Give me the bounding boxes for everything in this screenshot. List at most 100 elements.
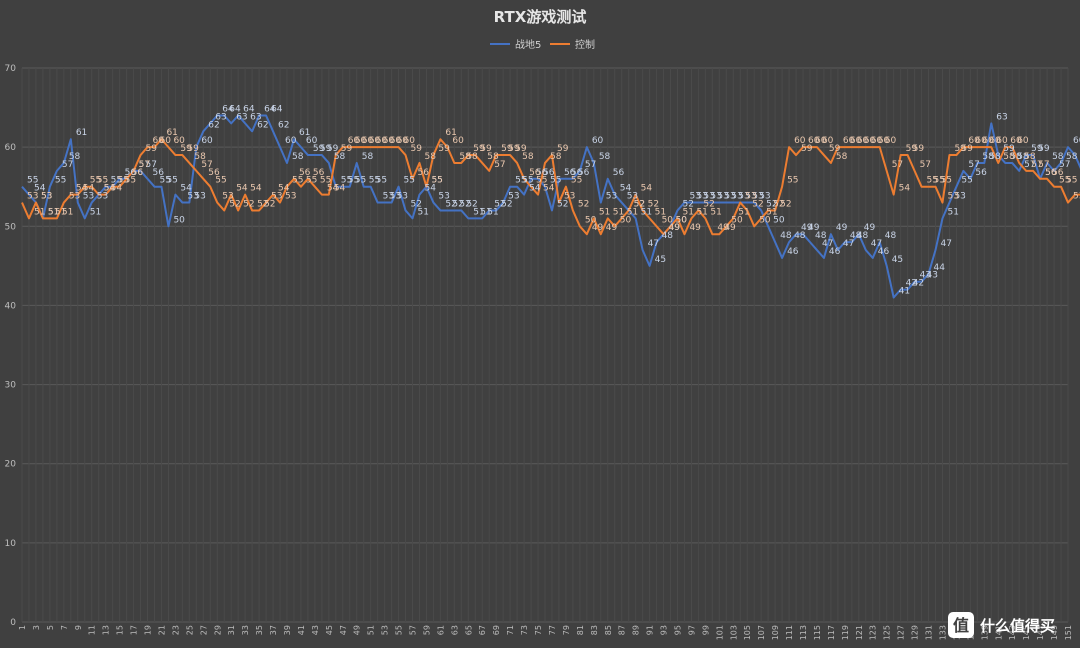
data-label: 53	[187, 192, 198, 202]
data-label: 56	[529, 168, 541, 178]
data-label: 51	[473, 207, 484, 217]
data-label: 60	[159, 136, 171, 146]
x-tick-label: 81	[576, 625, 585, 635]
data-label: 53	[564, 192, 575, 202]
data-label: 53	[627, 192, 638, 202]
x-tick-label: 25	[185, 625, 194, 635]
chart-title: RTX游戏测试	[494, 8, 587, 26]
data-label: 58	[459, 152, 471, 162]
data-label: 60	[173, 136, 185, 146]
data-label: 60	[376, 136, 388, 146]
data-label: 59	[341, 144, 353, 154]
data-label: 55	[515, 176, 526, 186]
series-layer	[21, 114, 1080, 299]
gridlines	[21, 67, 1069, 623]
data-label: 56	[208, 168, 220, 178]
x-tick-label: 19	[144, 625, 153, 635]
data-label: 58	[1024, 152, 1036, 162]
data-label: 53	[1073, 192, 1080, 202]
data-label: 43	[927, 271, 938, 281]
data-label: 63	[996, 112, 1007, 122]
data-label: 52	[578, 199, 589, 209]
data-label: 61	[445, 128, 456, 138]
data-label: 55	[348, 176, 359, 186]
data-label: 53	[438, 192, 449, 202]
data-label: 52	[445, 199, 456, 209]
data-label: 59	[508, 144, 520, 154]
data-label: 63	[236, 112, 247, 122]
x-tick-label: 63	[450, 625, 459, 635]
x-tick-label: 151	[1064, 625, 1073, 640]
data-label: 55	[341, 176, 352, 186]
data-label: 55	[369, 176, 380, 186]
x-tick-label: 83	[590, 625, 599, 635]
data-label: 60	[383, 136, 395, 146]
x-tick-label: 77	[548, 625, 557, 635]
data-label: 55	[118, 176, 129, 186]
data-label: 60	[1073, 136, 1080, 146]
data-label: 53	[508, 192, 519, 202]
data-label: 49	[669, 223, 681, 233]
data-label: 54	[180, 184, 192, 194]
x-tick-label: 3	[32, 625, 41, 630]
data-label: 59	[180, 144, 192, 154]
data-label: 62	[278, 120, 289, 130]
data-label: 51	[55, 207, 66, 217]
data-label: 60	[857, 136, 869, 146]
data-label: 55	[355, 176, 366, 186]
data-label: 56	[571, 168, 583, 178]
data-label: 56	[1045, 168, 1057, 178]
data-label: 55	[571, 176, 582, 186]
data-label: 48	[794, 231, 806, 241]
data-label: 59	[411, 144, 423, 154]
data-label: 60	[794, 136, 806, 146]
x-tick-label: 47	[339, 625, 348, 635]
data-label: 59	[515, 144, 527, 154]
data-label: 51	[48, 207, 59, 217]
x-tick-label: 73	[520, 625, 529, 635]
data-label: 49	[808, 223, 820, 233]
data-label: 47	[648, 239, 659, 249]
data-label: 55	[1059, 176, 1070, 186]
data-label: 51	[738, 207, 749, 217]
data-label: 55	[90, 176, 101, 186]
data-label: 55	[292, 176, 303, 186]
data-label: 55	[536, 176, 547, 186]
data-label: 53	[724, 192, 735, 202]
data-label: 54	[250, 184, 262, 194]
x-tick-label: 97	[687, 625, 696, 635]
data-label: 60	[989, 136, 1001, 146]
data-label: 55	[111, 176, 122, 186]
data-label: 54	[899, 184, 911, 194]
data-label: 58	[522, 152, 534, 162]
data-label: 47	[822, 239, 833, 249]
data-label: 59	[801, 144, 813, 154]
data-label: 51	[34, 207, 45, 217]
data-label: 51	[48, 207, 59, 217]
data-label: 54	[83, 184, 95, 194]
data-label: 57	[968, 160, 979, 170]
x-tick-label: 71	[506, 625, 515, 635]
data-label: 64	[222, 104, 234, 114]
data-label: 58	[599, 152, 611, 162]
data-label: 50	[676, 215, 688, 225]
data-label: 47	[941, 239, 952, 249]
data-label: 49	[592, 223, 604, 233]
data-label: 41	[899, 287, 910, 297]
data-label: 63	[215, 112, 226, 122]
x-tick-label: 95	[673, 625, 682, 635]
data-label: 52	[780, 199, 791, 209]
data-label: 60	[843, 136, 855, 146]
data-label: 51	[599, 207, 610, 217]
data-label: 51	[710, 207, 721, 217]
data-label: 59	[501, 144, 513, 154]
data-label: 52	[634, 199, 645, 209]
data-label: 55	[118, 176, 129, 186]
data-label: 53	[731, 192, 742, 202]
data-label: 52	[634, 199, 645, 209]
x-tick-label: 65	[464, 625, 473, 635]
x-tick-label: 79	[562, 625, 571, 635]
data-label: 49	[864, 223, 876, 233]
data-label: 57	[892, 160, 903, 170]
data-label: 51	[418, 207, 429, 217]
